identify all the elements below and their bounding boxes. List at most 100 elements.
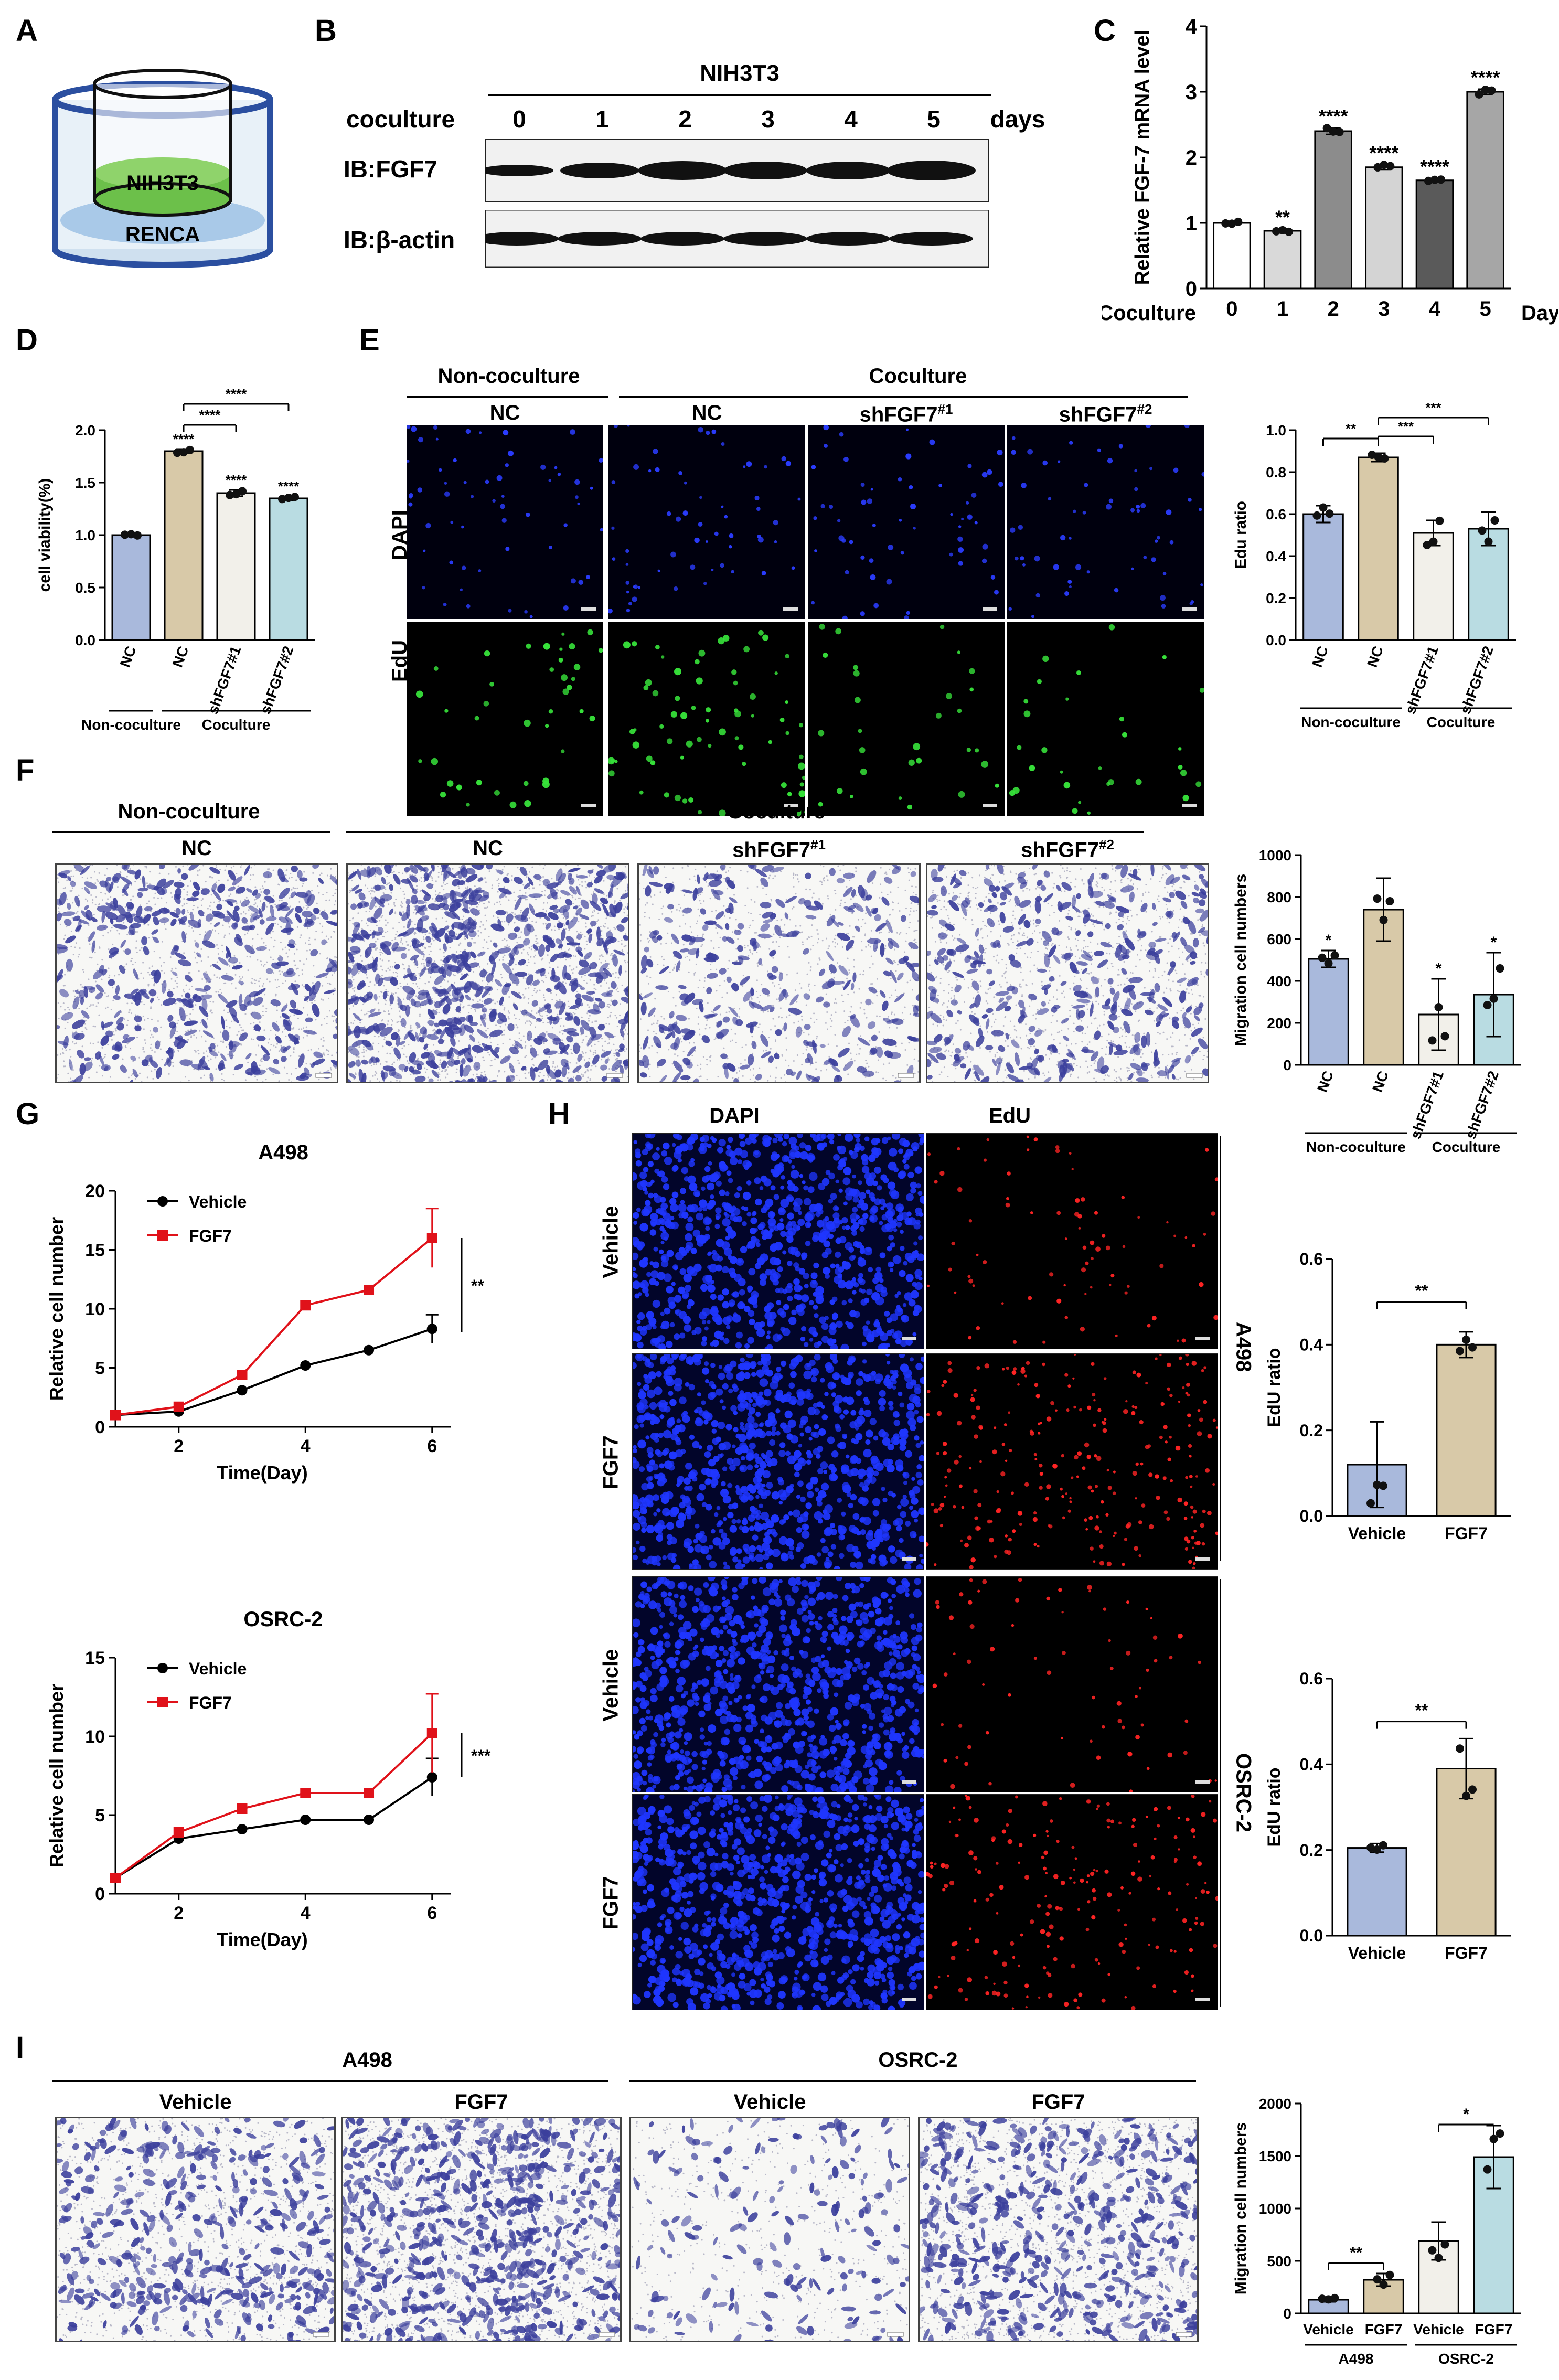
h-edu-image-2 bbox=[926, 1576, 1218, 1792]
data-point bbox=[1379, 2280, 1388, 2289]
category-label: 1 bbox=[1277, 297, 1288, 321]
ytick-label: 1500 bbox=[1259, 2148, 1291, 2164]
category-label: shFGF7#2 bbox=[1462, 1069, 1502, 1141]
significance-label: **** bbox=[1369, 142, 1398, 164]
category-label: 2 bbox=[1328, 297, 1339, 321]
data-point bbox=[127, 530, 135, 539]
ytick-label: 0 bbox=[95, 1417, 105, 1437]
legend-entry: Vehicle bbox=[189, 1659, 247, 1678]
category-label: NC bbox=[1314, 1069, 1337, 1094]
y-axis-label: Relative cell number bbox=[46, 1217, 67, 1401]
data-point bbox=[1221, 219, 1230, 228]
f-col-label: NC bbox=[473, 837, 503, 860]
ytick-label: 1000 bbox=[1259, 2201, 1291, 2217]
group-label: Non-coculture bbox=[81, 717, 181, 733]
bar-0 bbox=[111, 534, 151, 641]
data-point bbox=[1385, 897, 1394, 906]
f-transwell-image-0 bbox=[55, 863, 338, 1083]
chart-f: 0 200 400 600 800 1000 * NC NC * shFGF7#1 * shFGF7#2… bbox=[1232, 847, 1521, 1155]
category-label: NC bbox=[1369, 1069, 1392, 1094]
h-row-label-2: Vehicle bbox=[599, 1649, 623, 1722]
f-group-line-2 bbox=[346, 831, 1144, 833]
e-group-coculture: Coculture bbox=[869, 365, 967, 388]
series-point bbox=[364, 1788, 375, 1798]
data-point bbox=[1379, 1481, 1387, 1490]
h-side-line-1 bbox=[1220, 1136, 1221, 1561]
blot-day-3: 3 bbox=[761, 105, 775, 133]
ytick-label: 0.0 bbox=[1300, 1507, 1323, 1525]
xtick-label: 4 bbox=[301, 1436, 311, 1456]
blot-band-0-2 bbox=[638, 161, 727, 180]
blot-band-1-3 bbox=[723, 232, 807, 246]
f-group-noncoculture: Non-coculture bbox=[118, 800, 260, 823]
data-point bbox=[226, 490, 234, 499]
blot-cell-line: NIH3T3 bbox=[700, 60, 780, 86]
ytick-label: 10 bbox=[85, 1727, 105, 1747]
data-point bbox=[1484, 537, 1493, 546]
bar-3 bbox=[269, 497, 308, 641]
f-col-label: NC bbox=[181, 837, 212, 860]
bar-2 bbox=[1314, 130, 1352, 290]
ytick-label: 2 bbox=[1186, 146, 1197, 169]
e-row-edu: EdU bbox=[388, 640, 411, 682]
category-label: Vehicle bbox=[1348, 1944, 1406, 1962]
ytick-label: 0.8 bbox=[1266, 464, 1286, 481]
ytick-label: 0.0 bbox=[1300, 1926, 1323, 1945]
f-col-0: NC bbox=[55, 837, 338, 860]
legend-entry: Vehicle bbox=[189, 1192, 247, 1211]
xtick-label: 2 bbox=[174, 1436, 184, 1456]
blot-band-1-2 bbox=[640, 232, 724, 246]
ytick-label: 0.4 bbox=[1300, 1336, 1323, 1354]
ytick-label: 5 bbox=[95, 1806, 105, 1826]
h-edu-image-0 bbox=[926, 1133, 1218, 1349]
blot-band-0-5 bbox=[887, 161, 976, 180]
significance-label: * bbox=[1436, 960, 1442, 977]
f-group-coculture: Coculture bbox=[727, 800, 826, 823]
data-point bbox=[1462, 1335, 1470, 1344]
chart-h-osrc2: 0.0 0.2 0.4 0.6 Vehicle FGF7 ** EdU ratio bbox=[1264, 1669, 1511, 1962]
ytick-label: 0.5 bbox=[75, 580, 95, 596]
data-point bbox=[1366, 1499, 1375, 1508]
i-transwell-image-0 bbox=[55, 2117, 336, 2342]
ytick-label: 5 bbox=[95, 1359, 105, 1379]
data-point bbox=[1330, 951, 1339, 960]
legend-entry: FGF7 bbox=[189, 1693, 232, 1712]
blot-coculture-label: coculture bbox=[346, 105, 455, 133]
ytick-label: 0.4 bbox=[1300, 1755, 1323, 1774]
blot-days-unit: days bbox=[990, 105, 1045, 133]
category-label: shFGF7#1 bbox=[205, 644, 244, 716]
data-point bbox=[1456, 1744, 1464, 1753]
i-group-a498: A498 bbox=[342, 2048, 392, 2072]
series-point bbox=[364, 1815, 375, 1825]
data-point bbox=[1468, 1785, 1477, 1794]
bar-1 bbox=[1263, 230, 1302, 290]
data-point bbox=[1335, 127, 1344, 136]
e-dapi-image-2 bbox=[808, 425, 1005, 619]
ytick-label: 15 bbox=[85, 1648, 105, 1668]
f-transwell-image-1 bbox=[346, 863, 629, 1083]
panel-label-i: I bbox=[16, 2031, 25, 2065]
data-point bbox=[1475, 90, 1483, 99]
data-point bbox=[1318, 2294, 1327, 2303]
ytick-label: 200 bbox=[1267, 1015, 1291, 1031]
ytick-label: 0.0 bbox=[75, 632, 95, 648]
ytick-label: 3 bbox=[1186, 81, 1197, 104]
bar-2 bbox=[216, 492, 256, 641]
bar-0 bbox=[1213, 222, 1251, 290]
i-group-osrc2: OSRC-2 bbox=[878, 2048, 958, 2072]
data-point bbox=[1496, 964, 1504, 973]
significance-label: ** bbox=[1275, 206, 1290, 228]
blot-label-actin: IB:β-actin bbox=[344, 226, 455, 253]
y-axis-label: Relative FGF-7 mRNA level bbox=[1131, 30, 1154, 285]
ytick-label: 0 bbox=[1186, 278, 1197, 301]
ytick-label: 0.6 bbox=[1300, 1669, 1323, 1688]
f-col-label: shFGF7 bbox=[1021, 838, 1099, 862]
data-point bbox=[1468, 1343, 1477, 1352]
data-point bbox=[1330, 2293, 1339, 2302]
y-axis-label: EdU ratio bbox=[1264, 1348, 1284, 1427]
ytick-label: 1.5 bbox=[75, 475, 95, 491]
ytick-label: 0 bbox=[95, 1884, 105, 1904]
significance-label: * bbox=[1326, 932, 1332, 949]
ytick-label: 20 bbox=[85, 1181, 105, 1201]
data-point bbox=[1437, 175, 1445, 184]
